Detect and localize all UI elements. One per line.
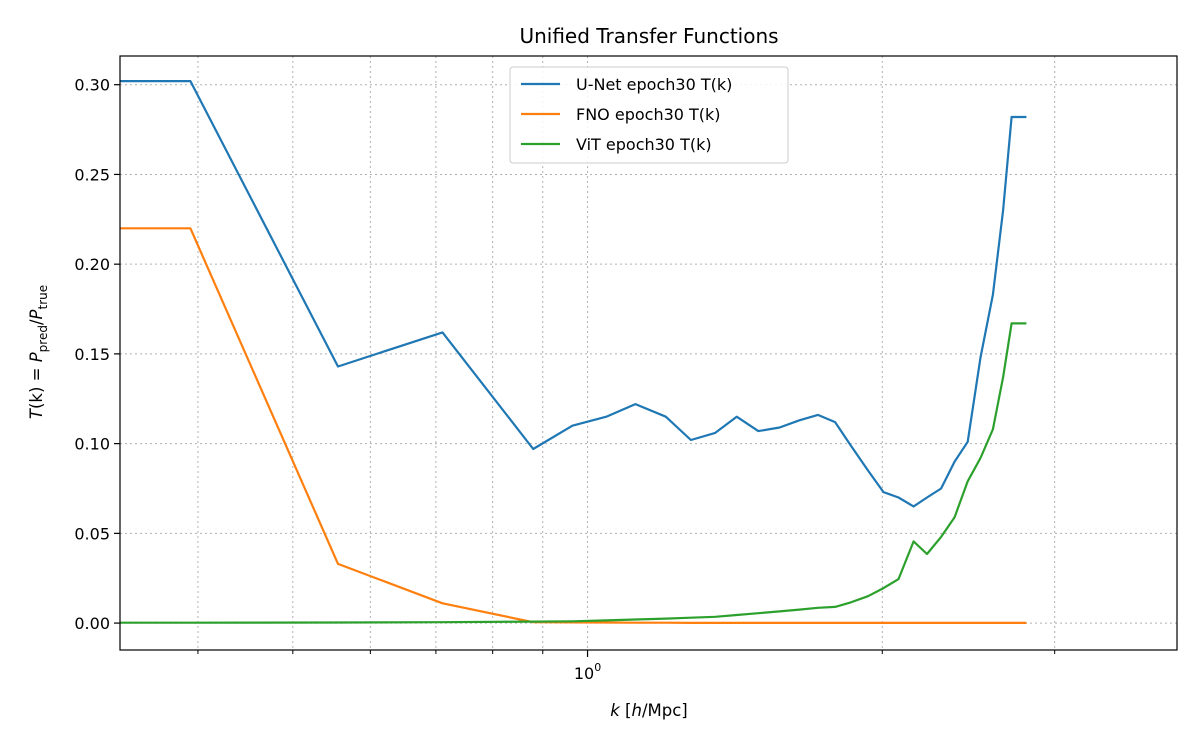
x-axis-label-open: [ bbox=[620, 701, 632, 720]
x-axis-label-k: k bbox=[610, 701, 621, 720]
x-axis-label-h: h bbox=[632, 701, 642, 720]
y-tick-label: 0.10 bbox=[74, 435, 110, 454]
chart-title: Unified Transfer Functions bbox=[519, 24, 778, 48]
y-tick-label: 0.00 bbox=[74, 614, 110, 633]
x-axis-label: k [h/Mpc] bbox=[610, 701, 688, 720]
legend-label-2: ViT epoch30 T(k) bbox=[576, 135, 712, 154]
plot-area-frame bbox=[119, 55, 1178, 651]
y-axis-label-k: (k) = bbox=[27, 362, 46, 409]
y-tick-label: 0.30 bbox=[74, 76, 110, 95]
y-axis-label-T: T bbox=[27, 407, 46, 419]
legend-box bbox=[509, 66, 789, 164]
grid-lines bbox=[120, 56, 1177, 650]
legend-label-1: FNO epoch30 T(k) bbox=[576, 105, 721, 124]
y-tick-label: 0.25 bbox=[74, 165, 110, 184]
series-line-1 bbox=[120, 227, 1027, 625]
series-line-0 bbox=[120, 79, 1027, 508]
y-axis-label-P2: P bbox=[27, 309, 46, 319]
y-axis-label: T(k) = Ppred/Ptrue bbox=[27, 285, 50, 419]
y-axis-ticks: 0.00 0.05 0.10 0.15 0.20 0.25 0.30 bbox=[74, 76, 120, 633]
legend: U-Net epoch30 T(k) FNO epoch30 T(k) ViT ep… bbox=[509, 66, 789, 164]
y-tick-label: 0.20 bbox=[74, 255, 110, 274]
y-axis-label-P1: P bbox=[27, 352, 46, 362]
y-axis-label-sub-true: true bbox=[36, 285, 50, 310]
x-axis-ticks: 100 bbox=[197, 650, 1056, 683]
y-tick-label: 0.15 bbox=[74, 345, 110, 364]
x-tick-label: 100 bbox=[574, 661, 601, 683]
series-line-2 bbox=[120, 322, 1027, 624]
y-tick-label: 0.05 bbox=[74, 524, 110, 543]
x-axis-label-close: /Mpc] bbox=[642, 701, 688, 720]
series-lines bbox=[120, 79, 1027, 625]
y-axis-label-slash: / bbox=[27, 319, 46, 325]
y-axis-label-sub-pred: pred bbox=[36, 325, 50, 352]
legend-label-0: U-Net epoch30 T(k) bbox=[576, 75, 732, 94]
